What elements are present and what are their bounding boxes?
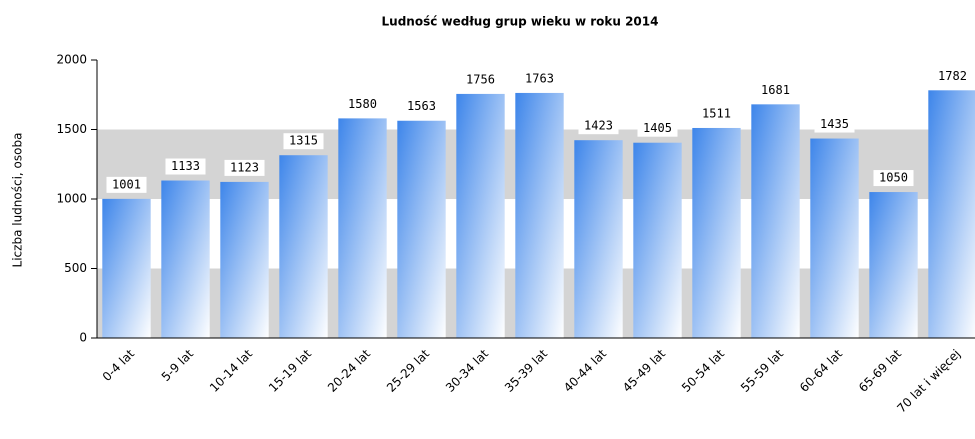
x-tick-label: 35-39 lat [502, 346, 550, 394]
value-label: 1435 [820, 117, 849, 131]
value-label-bg [696, 105, 737, 122]
x-tick-label: 25-29 lat [384, 346, 432, 394]
value-label-bg [519, 70, 560, 87]
value-label: 1123 [230, 160, 259, 174]
bar [456, 93, 505, 338]
bar [102, 198, 151, 338]
value-label: 1756 [466, 72, 495, 86]
x-tick-label: 65-69 lat [856, 346, 904, 394]
value-label-bg [460, 71, 501, 88]
value-label-bg [342, 96, 383, 113]
y-tick-label: 1000 [56, 192, 87, 206]
x-tick-label: 60-64 lat [797, 346, 845, 394]
x-tick-label: 10-14 lat [207, 346, 255, 394]
value-label-bg [873, 170, 914, 187]
value-label: 1681 [761, 83, 790, 97]
value-label-bg [637, 120, 678, 137]
value-label: 1405 [643, 121, 672, 135]
x-tick-label: 5-9 lat [159, 346, 197, 384]
value-label: 1133 [171, 159, 200, 173]
value-label-bg [224, 159, 265, 176]
bar [869, 192, 918, 338]
bar [928, 90, 975, 338]
bar [338, 118, 387, 338]
bar [633, 142, 682, 338]
x-tick-label: 30-34 lat [443, 346, 491, 394]
y-tick-label: 500 [64, 261, 87, 275]
bar [515, 92, 564, 339]
value-label-bg [165, 158, 206, 175]
y-tick-label: 0 [79, 331, 87, 345]
x-tick-label: 55-59 lat [738, 346, 786, 394]
value-label: 1763 [525, 71, 554, 85]
y-tick-label: 2000 [56, 53, 87, 67]
x-tick-label: 45-49 lat [620, 346, 668, 394]
x-tick-label: 50-54 lat [679, 346, 727, 394]
value-label: 1563 [407, 99, 436, 113]
value-label-bg [401, 98, 442, 115]
value-label-bg [932, 68, 973, 85]
bar [810, 138, 859, 338]
chart-title: Ludność według grup wieku w roku 2014 [382, 15, 659, 29]
value-label: 1423 [584, 119, 613, 133]
bar [574, 140, 623, 338]
bar [279, 155, 328, 338]
bar [161, 180, 210, 338]
bar [397, 120, 446, 338]
x-tick-label: 40-44 lat [561, 346, 609, 394]
value-label: 1315 [289, 134, 318, 148]
y-tick-label: 1500 [56, 122, 87, 136]
value-label-bg [755, 82, 796, 99]
value-label: 1782 [938, 69, 967, 83]
value-label: 1580 [348, 97, 377, 111]
value-label-bg [106, 176, 147, 193]
x-tick-label: 20-24 lat [325, 346, 373, 394]
y-axis-label: Liczba ludności, osoba [11, 133, 25, 268]
value-label: 1050 [879, 171, 908, 185]
value-label-bg [814, 116, 855, 133]
x-tick-label: 15-19 lat [266, 346, 314, 394]
value-label: 1001 [112, 177, 141, 191]
value-label-bg [283, 133, 324, 150]
x-tick-label: 70 lat i więcej [894, 347, 963, 416]
value-label-bg [578, 118, 619, 135]
bar [220, 181, 269, 338]
bar [751, 104, 800, 338]
x-tick-label: 0-4 lat [100, 346, 138, 384]
value-label: 1511 [702, 106, 731, 120]
bar [692, 127, 741, 338]
